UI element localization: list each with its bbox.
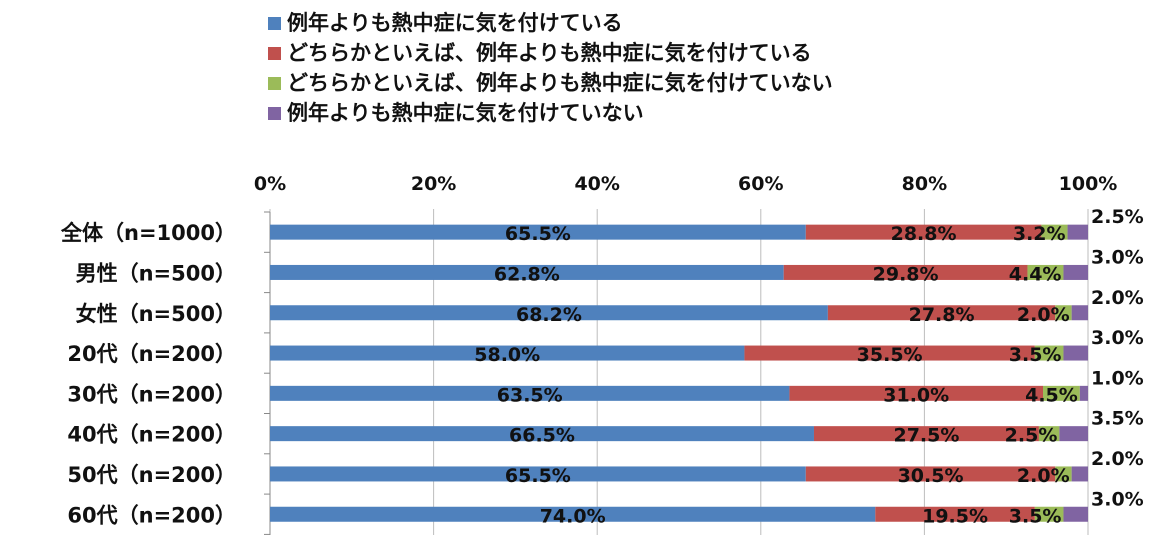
- x-tick-label: 100%: [1059, 173, 1118, 195]
- bar-segment: [1063, 506, 1088, 522]
- data-label: 29.8%: [873, 263, 939, 285]
- bar-segment: [813, 426, 1039, 442]
- legend-swatch: [268, 106, 281, 120]
- bar-segment: [270, 264, 784, 280]
- bar-segment: [1063, 264, 1088, 280]
- bar-segment: [270, 506, 876, 522]
- data-label: 2.5%: [1091, 206, 1144, 228]
- bar-segment: [744, 345, 1035, 361]
- category-label: 全体（n=1000）: [60, 221, 236, 245]
- data-label: 35.5%: [857, 344, 923, 366]
- data-label: 3.2%: [1013, 223, 1066, 245]
- data-label: 4.4%: [1009, 263, 1062, 285]
- data-label: 62.8%: [494, 263, 560, 285]
- data-label: 66.5%: [509, 425, 575, 447]
- bar-segment: [1071, 466, 1088, 482]
- data-label: 2.0%: [1091, 287, 1144, 309]
- data-label: 58.0%: [474, 344, 540, 366]
- data-label: 3.5%: [1091, 408, 1144, 430]
- category-label: 40代（n=200）: [67, 423, 236, 447]
- bar-segment: [1041, 224, 1068, 240]
- data-label: 4.5%: [1025, 384, 1078, 406]
- data-label: 2.5%: [1005, 425, 1058, 447]
- bar-segment: [1055, 305, 1072, 321]
- data-label: 2.0%: [1017, 304, 1070, 326]
- data-label: 65.5%: [505, 223, 571, 245]
- data-label: 3.0%: [1091, 246, 1144, 268]
- data-label: 19.5%: [922, 505, 988, 527]
- data-label: 27.8%: [909, 304, 975, 326]
- data-label: 28.8%: [891, 223, 957, 245]
- bar-segment: [805, 224, 1042, 240]
- bar-segment: [1034, 506, 1064, 522]
- bar-segment: [805, 466, 1056, 482]
- x-tick-label: 40%: [574, 173, 619, 195]
- bar-segment: [1063, 345, 1088, 361]
- category-label: 20代（n=200）: [67, 342, 236, 366]
- legend-label: 例年よりも熱中症に気を付けていない: [287, 101, 644, 125]
- x-tick-label: 60%: [738, 173, 783, 195]
- data-label: 68.2%: [516, 304, 582, 326]
- data-label: 3.0%: [1091, 327, 1144, 349]
- data-label: 65.5%: [505, 465, 571, 487]
- data-label: 74.0%: [540, 505, 606, 527]
- category-label: 女性（n=500）: [76, 302, 236, 326]
- legend-item: どちらかといえば、例年よりも熱中症に気を付けていない: [268, 68, 833, 98]
- bar-segment: [270, 385, 790, 401]
- bar-segment: [1059, 426, 1088, 442]
- bar-segment: [1038, 426, 1060, 442]
- bar-segment: [783, 264, 1028, 280]
- bar-segment: [1055, 466, 1072, 482]
- legend-label: 例年よりも熱中症に気を付けている: [287, 11, 623, 35]
- category-label: 30代（n=200）: [67, 382, 236, 406]
- data-label: 3.0%: [1091, 488, 1144, 510]
- legend-swatch: [268, 46, 281, 60]
- data-label: 1.0%: [1091, 367, 1144, 389]
- data-label: 2.0%: [1017, 465, 1070, 487]
- legend-swatch: [268, 76, 281, 90]
- category-label: 60代（n=200）: [67, 503, 236, 527]
- data-label: 27.5%: [893, 425, 959, 447]
- x-tick-label: 0%: [254, 173, 286, 195]
- bar-segment: [270, 224, 806, 240]
- data-label: 3.5%: [1009, 344, 1062, 366]
- data-label: 2.0%: [1091, 448, 1144, 470]
- x-tick-label: 80%: [902, 173, 947, 195]
- legend-item: 例年よりも熱中症に気を付けていない: [268, 98, 833, 128]
- data-label: 63.5%: [497, 384, 563, 406]
- bar-segment: [1043, 385, 1080, 401]
- bar-segment: [875, 506, 1035, 522]
- bar-segment: [270, 426, 814, 442]
- data-label: 3.5%: [1009, 505, 1062, 527]
- data-label: 31.0%: [883, 384, 949, 406]
- category-label: 男性（n=500）: [76, 261, 236, 285]
- bar-segment: [1027, 264, 1064, 280]
- legend-swatch: [268, 16, 281, 30]
- legend-item: 例年よりも熱中症に気を付けている: [268, 8, 833, 38]
- bar-segment: [1071, 305, 1088, 321]
- legend-item: どちらかといえば、例年よりも熱中症に気を付けている: [268, 38, 833, 68]
- category-label: 50代（n=200）: [67, 463, 236, 487]
- bar-segment: [1079, 385, 1088, 401]
- bar-segment: [827, 305, 1056, 321]
- bar-segment: [270, 305, 828, 321]
- legend-label: どちらかといえば、例年よりも熱中症に気を付けている: [287, 41, 812, 65]
- bar-segment: [789, 385, 1044, 401]
- x-tick-label: 20%: [411, 173, 456, 195]
- bar-segment: [270, 466, 806, 482]
- bar-segment: [1067, 224, 1088, 240]
- data-label: 30.5%: [898, 465, 964, 487]
- bar-segment: [270, 345, 745, 361]
- bar-segment: [1034, 345, 1064, 361]
- legend-label: どちらかといえば、例年よりも熱中症に気を付けていない: [287, 71, 833, 95]
- chart-legend: 例年よりも熱中症に気を付けている どちらかといえば、例年よりも熱中症に気を付けて…: [268, 8, 833, 128]
